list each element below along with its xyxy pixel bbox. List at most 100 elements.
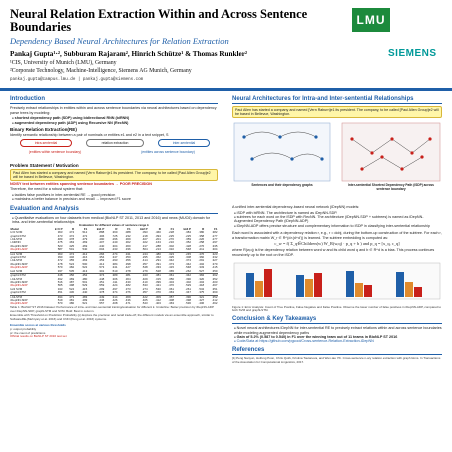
table-cell: iDepNN-ADP [10,301,28,306]
table-cell: .211 [198,247,205,252]
table-cell: .201 [155,237,161,242]
table-cell: .333 [155,265,161,270]
table-cell: .529 [185,283,191,288]
table-cell: .293 [111,258,118,263]
table-cell: .262 [185,268,191,273]
table-top-header: Evaluation for different values of sente… [79,223,149,228]
table-cell: .402 [198,261,205,266]
table-row: iDepNN-ADP 570 482 .522 .573 .341 .427 .548 .333… [10,265,218,270]
subtree-equation: c_w = f( Σ_q∈Children(w) W_R(w,q) · p_q … [274,241,400,247]
conclusion-bullet-code-link[interactable]: Code/Data at https://github.com/pgcool/C… [234,339,442,343]
table-cell: .258 [198,240,205,245]
section-heading-binary-re: Binary Relation Extraction(RE) [10,127,77,132]
table-cell: .512 [81,230,88,235]
table-cell: 425 [69,243,75,248]
table-cell: .462 [211,301,218,306]
idepnn-bullet-1: iSDP with biRNN. The architecture is nam… [234,211,442,215]
table-cell: .604 [98,247,105,252]
lmu-logo: LMU [352,8,390,32]
diagram-label-intra: intra-sentential [20,138,72,147]
table-cell: .369 [125,237,131,242]
table-cell: .548 [185,247,191,252]
diagram-sub-inter: (entities across sentence boundary) [141,149,195,154]
table-cell: 524 [69,286,75,291]
table-cell: .291 [155,258,161,263]
table-cell: .297 [211,240,218,245]
table-cell: .426 [111,297,118,302]
table-cell: 430 [69,290,75,295]
table-cell: .474 [104,251,118,257]
table-cell: .295 [141,255,148,260]
therefore-text: Therefore, the need for a robust system … [10,187,83,192]
table-cell: .573 [98,265,105,270]
poster-title: Neural Relation Extraction Within and Ac… [10,8,310,34]
table-cell: .557 [98,301,105,306]
table-cell: 472 [57,258,63,263]
table-cell: .424 [111,283,118,288]
table-cell: 494 [45,294,64,299]
section-heading-conclusion: Conclusion & Key Takeaways [232,316,442,325]
table-cell: .088 [125,230,131,235]
siemens-logo: SIEMENS [388,48,437,59]
table-cell: i-biLSTM [10,237,23,242]
table-cell: .333 [198,265,205,270]
table-cell: .357 [141,261,148,266]
table-column-header: Model [10,226,19,231]
table-cell: 481 [69,297,75,302]
table-cell: .411 [112,279,118,284]
table-cell: .261 [185,286,191,291]
table-cell: .373 [168,261,174,266]
table-cell: .408 [111,301,118,306]
table-cell: 343 [57,286,63,291]
ensemble-paragraph: Ensemble with Threshold on Prediction Pr… [10,313,214,322]
table-cell: .548 [185,265,191,270]
table-column-header: R [202,226,205,231]
table-cell: .365 [168,268,174,273]
table-cell: 455 [69,258,75,263]
table-cell: 451 [57,290,63,295]
table-cell: .510 [111,268,118,273]
table-cell: .402 [185,279,191,284]
need-bullet-2: maintains a better balance in precision … [12,197,218,201]
table-cell: .218 [141,233,148,238]
table-cell: .301 [98,268,105,273]
table-cell: .490 [98,237,105,242]
table-cell: .412 [74,251,88,257]
table-row: i-biLSTM 472 455.463.453.293.356.414.291.3… [10,258,218,263]
table-cell: .527 [198,268,205,273]
table-cell: .325 [168,255,174,260]
table-cell: .543 [141,301,148,306]
table-cell: i-biLSTM [10,276,23,281]
table-cell: .335 [211,243,218,248]
table-cell: .407 [141,237,148,242]
table-cell: .317 [141,243,148,248]
re-types-diagram: intra-sentential relation extraction int… [10,138,218,161]
table-cell: .228 [168,230,174,235]
table-cell: 535 [69,268,75,273]
table-row: graphLSTM 390 446 .416 .354 .347 .350 .295 .362.… [10,255,218,260]
table-cell: .403 [155,301,161,306]
table-cell: .412 [98,261,105,266]
table-cell: .451 [98,279,105,284]
table-cell: .374 [185,258,191,263]
table-column-header: k≤3 P [183,226,191,231]
table-cell: .342 [174,273,192,278]
table-cell: .415 [211,265,218,270]
table-cell: .356 [125,258,131,263]
idepnn-bullet-3: iDepNN-ADP offers precise structure and … [234,224,442,228]
table-cell: .533 [141,283,148,288]
table-row: i-biLSTM 492 469.480.448.306.364.409.315.3… [10,276,218,281]
reference-entry: [1] Peng Nanyun, Hoifung Poon, Chris Qui… [232,355,441,364]
idepnn-bullet-2: subtrees for each word on the iSDP with … [234,215,442,224]
table-cell: 498 [69,283,75,288]
table-cell: .497 [111,286,118,291]
table-cell: 472 [69,233,75,238]
author-email: pankaj.gupta@campus.lmu.de | pankaj.gupt… [10,78,144,82]
table-cell: .093 [141,230,148,235]
table-cell: 587 [57,247,63,252]
table-column-header: k=0 P [54,226,63,231]
error-analysis-figure [233,262,441,299]
table-column-header: F1 [83,226,88,231]
table-cell: .244 [131,251,149,257]
table-cell: .323 [161,251,175,257]
